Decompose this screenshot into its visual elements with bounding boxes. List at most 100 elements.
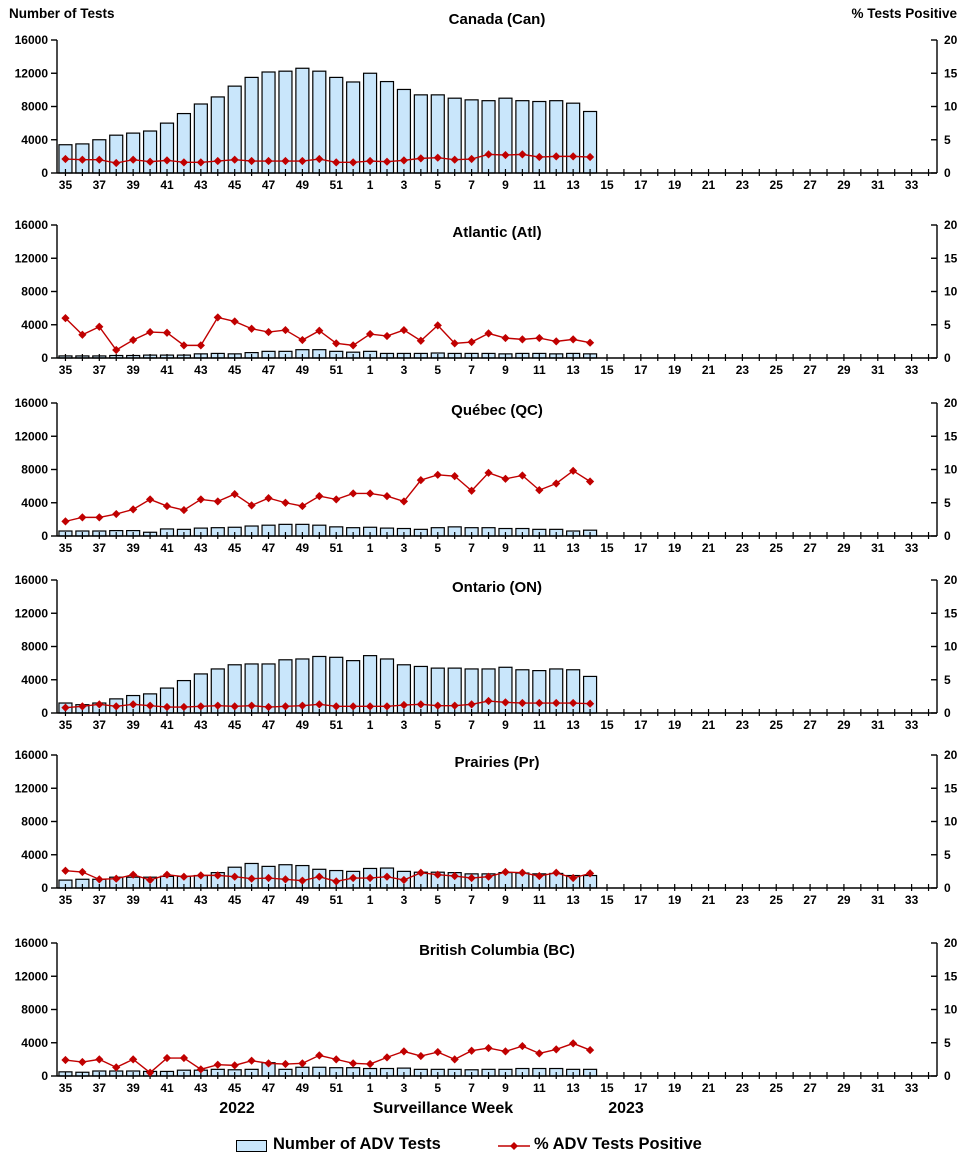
right-tick-label: 0 [944, 881, 951, 895]
data-point-marker [501, 150, 510, 160]
week-tick-label: 7 [468, 718, 475, 732]
week-tick-label: 27 [803, 363, 817, 377]
data-point-marker [78, 513, 87, 522]
data-point-marker [196, 158, 205, 167]
week-tick-label: 7 [468, 178, 475, 192]
week-tick-label: 35 [59, 718, 73, 732]
data-point-marker [315, 1051, 324, 1060]
data-point-marker [535, 152, 544, 162]
data-point-marker [585, 1045, 595, 1055]
week-tick-label: 51 [330, 718, 344, 732]
panel-title: Québec (QC) [451, 402, 543, 419]
data-point-marker [450, 871, 459, 881]
data-point-marker [484, 872, 493, 881]
data-point-marker [196, 341, 205, 350]
week-tick-label: 45 [228, 718, 242, 732]
data-point-marker [365, 489, 375, 498]
left-tick-label: 8000 [21, 463, 48, 477]
data-point-marker [349, 1059, 358, 1068]
week-tick-label: 15 [600, 718, 614, 732]
week-tick-label: 21 [702, 541, 716, 555]
data-point-marker [298, 876, 307, 885]
data-point-marker [298, 501, 307, 511]
data-point-marker [315, 700, 324, 709]
right-tick-label: 15 [944, 781, 958, 795]
data-point-marker [467, 486, 476, 495]
data-point-marker [230, 1061, 239, 1070]
week-tick-label: 51 [330, 541, 344, 555]
week-tick-label: 39 [126, 1081, 140, 1095]
data-point-marker [535, 698, 544, 708]
week-tick-label: 17 [634, 893, 648, 907]
week-tick-label: 3 [401, 541, 408, 555]
week-tick-label: 3 [401, 718, 408, 732]
data-point-marker [145, 875, 155, 885]
data-point-marker [264, 327, 273, 337]
week-tick-label: 1 [367, 718, 374, 732]
week-tick-label: 43 [194, 178, 208, 192]
data-point-marker [467, 337, 476, 347]
data-point-marker [230, 702, 239, 711]
week-tick-label: 43 [194, 541, 208, 555]
left-tick-label: 12000 [15, 969, 49, 983]
data-point-marker [112, 1063, 121, 1072]
data-point-marker [247, 874, 256, 883]
week-tick-label: 51 [330, 363, 344, 377]
week-tick-label: 47 [262, 541, 276, 555]
week-tick-label: 43 [194, 363, 208, 377]
pct-positive-line [64, 316, 591, 351]
left-tick-label: 12000 [15, 606, 49, 620]
data-point-marker [535, 333, 544, 343]
week-tick-label: 45 [228, 1081, 242, 1095]
week-tick-label: 27 [803, 718, 817, 732]
data-point-marker [179, 702, 189, 712]
week-tick-label: 7 [468, 1081, 475, 1095]
data-point-marker [112, 158, 121, 168]
left-tick-label: 0 [41, 166, 48, 180]
week-tick-label: 31 [871, 718, 885, 732]
right-tick-label: 15 [944, 429, 958, 443]
data-point-marker [61, 313, 70, 323]
week-tick-label: 41 [160, 893, 174, 907]
week-tick-label: 21 [702, 718, 716, 732]
week-tick-label: 39 [126, 893, 140, 907]
data-point-marker [315, 326, 324, 335]
data-point-marker [535, 486, 544, 495]
week-tick-label: 13 [566, 178, 580, 192]
data-point-marker [179, 158, 189, 167]
week-tick-label: 9 [502, 1081, 509, 1095]
data-point-marker [112, 345, 121, 355]
data-point-marker [61, 154, 70, 164]
week-tick-label: 7 [468, 363, 475, 377]
data-point-marker [501, 698, 510, 707]
week-tick-label: 49 [296, 718, 310, 732]
week-tick-label: 21 [702, 893, 716, 907]
data-point-marker [332, 495, 341, 504]
data-point-marker [450, 1055, 459, 1064]
week-tick-label: 21 [702, 1081, 716, 1095]
week-tick-label: 43 [194, 718, 208, 732]
data-point-marker [552, 868, 561, 877]
bar-legend-label: Number of ADV Tests [273, 1135, 441, 1153]
bar [109, 134, 124, 174]
left-tick-label: 4000 [21, 848, 48, 862]
data-point-marker [450, 472, 459, 481]
right-tick-label: 5 [944, 133, 951, 147]
data-point-marker [95, 513, 104, 522]
data-point-marker [569, 335, 578, 344]
data-point-marker [433, 701, 442, 710]
data-point-marker [264, 1059, 273, 1068]
week-tick-label: 19 [668, 718, 682, 732]
week-tick-label: 19 [668, 363, 682, 377]
left-tick-label: 0 [41, 1069, 48, 1083]
data-point-marker [382, 157, 392, 166]
data-point-marker [162, 328, 172, 337]
data-point-marker [129, 155, 138, 164]
week-tick-label: 3 [401, 363, 408, 377]
data-point-marker [112, 509, 121, 519]
week-tick-label: 5 [434, 718, 441, 732]
data-point-marker [247, 701, 256, 710]
data-point-marker [569, 873, 578, 883]
